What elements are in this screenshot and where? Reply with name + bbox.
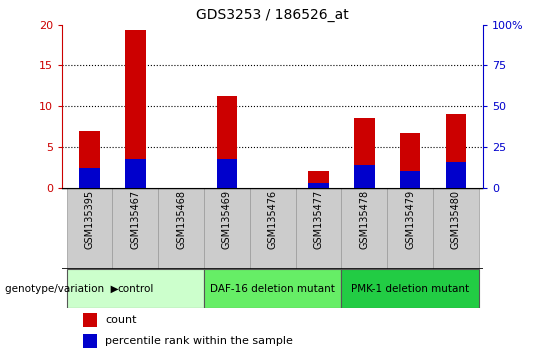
Text: GSM135478: GSM135478 xyxy=(359,190,369,249)
Bar xyxy=(204,269,341,308)
Text: DAF-16 deletion mutant: DAF-16 deletion mutant xyxy=(210,284,335,293)
FancyBboxPatch shape xyxy=(387,188,433,269)
Bar xyxy=(446,161,466,188)
Bar xyxy=(446,114,466,188)
Text: PMK-1 deletion mutant: PMK-1 deletion mutant xyxy=(351,284,469,293)
Text: control: control xyxy=(117,284,153,293)
Text: GSM135480: GSM135480 xyxy=(451,190,461,249)
FancyBboxPatch shape xyxy=(250,188,295,269)
Bar xyxy=(308,183,329,188)
Bar xyxy=(354,118,375,188)
Text: GSM135469: GSM135469 xyxy=(222,190,232,249)
Bar xyxy=(308,171,329,188)
FancyBboxPatch shape xyxy=(112,188,158,269)
Bar xyxy=(66,269,204,308)
Text: GSM135476: GSM135476 xyxy=(268,190,278,249)
Title: GDS3253 / 186526_at: GDS3253 / 186526_at xyxy=(197,8,349,22)
Bar xyxy=(217,96,237,188)
Bar xyxy=(354,165,375,188)
FancyBboxPatch shape xyxy=(295,188,341,269)
Bar xyxy=(83,334,97,348)
Bar xyxy=(125,30,146,188)
FancyBboxPatch shape xyxy=(66,188,112,269)
Bar xyxy=(341,269,479,308)
Text: GSM135468: GSM135468 xyxy=(176,190,186,249)
Text: GSM135477: GSM135477 xyxy=(314,190,323,249)
FancyBboxPatch shape xyxy=(158,188,204,269)
FancyBboxPatch shape xyxy=(341,188,387,269)
Text: GSM135467: GSM135467 xyxy=(130,190,140,249)
Bar xyxy=(79,168,100,188)
Bar xyxy=(400,171,420,188)
Text: GSM135395: GSM135395 xyxy=(85,190,94,249)
Bar xyxy=(217,159,237,188)
Bar xyxy=(79,131,100,188)
FancyBboxPatch shape xyxy=(204,188,250,269)
Text: GSM135479: GSM135479 xyxy=(405,190,415,249)
Bar xyxy=(125,159,146,188)
Text: percentile rank within the sample: percentile rank within the sample xyxy=(105,336,293,346)
Bar xyxy=(400,133,420,188)
FancyBboxPatch shape xyxy=(433,188,479,269)
Text: count: count xyxy=(105,315,137,325)
Bar xyxy=(83,313,97,327)
Text: genotype/variation  ▶: genotype/variation ▶ xyxy=(5,284,119,293)
